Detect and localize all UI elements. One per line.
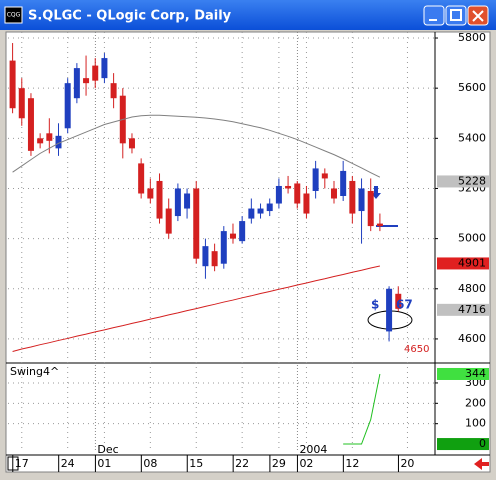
y-tick-label: 5800 — [458, 31, 486, 44]
price-tag — [437, 367, 489, 380]
candle-body — [128, 138, 135, 149]
panel-title: Swing4^ — [10, 365, 59, 378]
candle-body — [110, 83, 117, 99]
candle-body — [55, 135, 62, 149]
annotation: 4650 — [404, 344, 429, 355]
candle-body — [266, 203, 273, 212]
x-tick-label: 01 — [97, 457, 111, 470]
scroll-arrow[interactable] — [474, 458, 489, 470]
indicator-line — [343, 373, 381, 445]
candle-body — [294, 183, 301, 204]
app-icon — [4, 6, 23, 24]
x-tick-label: 08 — [143, 457, 157, 470]
price-tag-label: 4716 — [458, 303, 486, 316]
y-tick-label: 5600 — [458, 81, 486, 94]
candle-body — [321, 173, 328, 179]
chart-area — [5, 31, 491, 473]
x-tick-label: 22 — [235, 457, 249, 470]
candle-body — [275, 185, 282, 204]
candle-body — [73, 68, 80, 99]
annotation: 67 — [396, 298, 413, 312]
x-tick-label: 24 — [61, 457, 75, 470]
x-tick-label: 17 — [15, 457, 29, 470]
price-tag — [437, 438, 489, 451]
candle-body — [312, 168, 319, 191]
window-buttons — [423, 5, 489, 26]
candle-body — [202, 246, 209, 267]
candle-body — [27, 98, 34, 151]
candle-body — [9, 60, 16, 109]
x-tick-label: 29 — [272, 457, 286, 470]
period-label: 2004 — [299, 443, 327, 456]
price-tag — [437, 175, 489, 188]
candle-body — [174, 188, 181, 217]
candle-body — [83, 78, 90, 84]
price-tag-label: 0 — [479, 437, 486, 450]
candle-body — [386, 288, 393, 332]
candle-body — [64, 83, 71, 129]
maximize-icon — [450, 9, 462, 21]
y-tick-label: 100 — [465, 417, 486, 430]
y-tick-label: 200 — [465, 396, 486, 409]
candle-body — [248, 208, 255, 219]
price-tag — [437, 257, 489, 270]
candle-body — [138, 163, 145, 194]
minimize-button[interactable] — [423, 5, 445, 26]
period-label: Dec — [97, 443, 118, 456]
x-tick-label: 15 — [189, 457, 203, 470]
candle-body — [184, 193, 191, 209]
candle-body — [367, 190, 374, 227]
close-icon — [472, 10, 484, 22]
candle-body — [285, 185, 292, 189]
x-tick-label: 20 — [400, 457, 414, 470]
y-tick-label: 5000 — [458, 232, 486, 245]
candle-body — [220, 231, 227, 264]
candle-body — [46, 133, 53, 141]
maximize-button[interactable] — [445, 5, 467, 26]
title-bar — [0, 0, 496, 30]
annotation: $ — [371, 298, 379, 312]
candle-body — [156, 180, 163, 219]
candle-body — [211, 251, 218, 267]
x-tick-label: 12 — [345, 457, 359, 470]
app-icon-text: CQG — [7, 12, 21, 19]
window-title: S.QLGC - QLogic Corp, Daily — [28, 9, 232, 24]
y-tick-label: 4800 — [458, 282, 486, 295]
candle-body — [92, 65, 99, 81]
candle-body — [165, 208, 172, 234]
price-tag-label: 5228 — [458, 174, 486, 187]
indicator-line — [12, 265, 381, 352]
y-tick-label: 5400 — [458, 131, 486, 144]
candle-body — [239, 221, 246, 242]
candle-body — [101, 58, 108, 79]
price-tag — [437, 303, 489, 316]
candle-body — [193, 188, 200, 259]
x-tick-label: 02 — [299, 457, 313, 470]
candle-body — [330, 188, 337, 199]
y-tick-label: 4600 — [458, 332, 486, 345]
candle-body — [18, 88, 25, 119]
candle-body — [37, 138, 44, 144]
candle-body — [358, 188, 365, 212]
candle-body — [257, 208, 264, 214]
candle-body — [303, 193, 310, 214]
candle-body — [147, 188, 154, 199]
candle-body — [376, 223, 383, 227]
candle-body — [349, 180, 356, 214]
candle-body — [395, 293, 402, 309]
candle-body — [340, 170, 347, 196]
indicator-line — [12, 114, 381, 178]
candle-body — [229, 233, 236, 239]
price-tag-label: 4901 — [458, 256, 486, 269]
price-tag-label: 344 — [465, 367, 486, 380]
